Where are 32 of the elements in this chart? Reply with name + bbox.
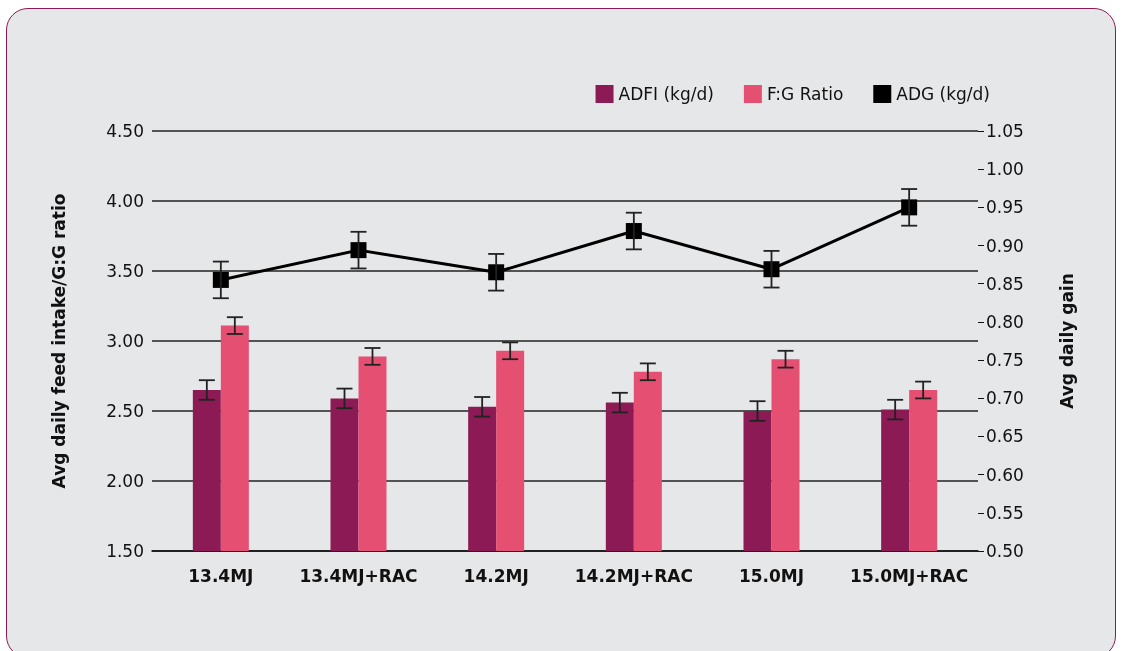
x-tick-label: 13.4MJ: [188, 565, 254, 586]
x-tick-label: 13.4MJ+RAC: [299, 565, 418, 586]
point: [763, 261, 780, 278]
x-tick-label: 14.2MJ+RAC: [574, 565, 693, 586]
legend-label: F:G Ratio: [766, 84, 844, 104]
y2-tick-label: 0.60: [986, 464, 1024, 485]
y2-tick-label: 1.05: [986, 121, 1024, 141]
y-tick-label: 2.00: [106, 471, 144, 491]
y-tick-label: 2.50: [106, 401, 144, 421]
y2-tick-label: 0.70: [986, 388, 1024, 409]
y2-tick-label: 0.90: [986, 235, 1024, 256]
y2-tick-label: 0.55: [986, 502, 1024, 523]
point: [350, 242, 367, 259]
x-tick-label: 14.2MJ: [463, 565, 529, 586]
y2-tick-label: 0.75: [986, 350, 1024, 371]
y2-tick-label: 0.50: [986, 541, 1024, 561]
y2-tick-label: 0.95: [986, 197, 1024, 218]
y2-tick-label: 0.65: [986, 426, 1024, 447]
legend-label: ADFI (kg/d): [618, 84, 714, 104]
y2-tick-label: 0.80: [986, 311, 1024, 332]
y-tick-label: 1.50: [106, 541, 144, 561]
x-tick-label: 15.0MJ: [738, 565, 805, 586]
y-tick-label: 4.00: [106, 191, 144, 211]
y-tick-label: 3.50: [106, 261, 144, 281]
y-axis-title: Avg daily feed intake/G:G ratio: [48, 193, 69, 489]
y-tick-label: 4.50: [106, 121, 144, 141]
y2-tick-label: 1.00: [986, 159, 1024, 180]
x-tick-label: 15.0MJ+RAC: [850, 565, 969, 586]
legend-label: ADG (kg/d): [896, 84, 990, 104]
y2-tick-label: 0.85: [986, 273, 1024, 294]
y-tick-label: 3.00: [106, 331, 144, 351]
y2-axis-title: Avg daily gain: [1056, 273, 1077, 409]
